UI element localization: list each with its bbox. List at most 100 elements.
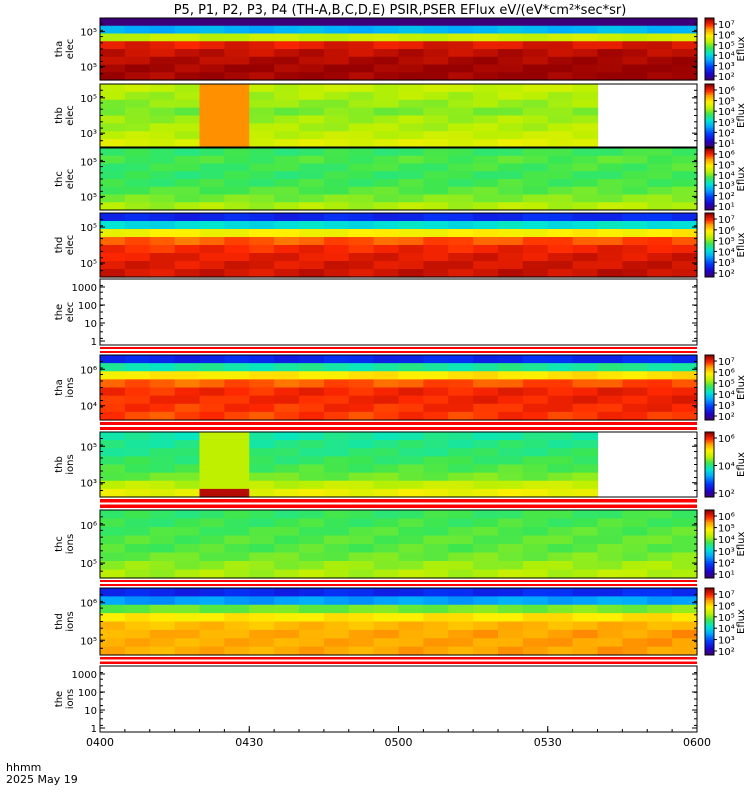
heat-cell-thb-ions-7-0 xyxy=(274,432,300,441)
heat-cell-tha-elec-21-6 xyxy=(622,64,648,73)
colorbar-step-thb-ions-32 xyxy=(705,484,714,487)
heat-cell-tha-elec-16-3 xyxy=(498,41,524,50)
colorbar-step-thd-elec-10 xyxy=(705,229,714,232)
heat-cell-thc-ions-21-6 xyxy=(622,561,648,571)
colorbar-frame-tha-elec xyxy=(704,17,715,81)
colorbar-step-thb-ions-36 xyxy=(705,490,714,493)
heat-cell-tha-ions-7-1 xyxy=(274,363,300,372)
heat-cell-tha-ions-19-0 xyxy=(572,355,599,364)
heat-cell-thc-ions-4-7 xyxy=(199,569,225,579)
heat-cell-thb-ions-16-0 xyxy=(498,432,524,441)
heat-cell-thc-elec-0-7 xyxy=(100,202,126,211)
heat-cell-tha-ions-14-3 xyxy=(448,379,474,389)
colorbar-step-thc-ions-32 xyxy=(705,564,714,567)
colorbar-step-thc-ions-24 xyxy=(705,550,714,553)
heat-cell-thc-elec-14-4 xyxy=(448,179,474,188)
heat-cell-tha-ions-22-1 xyxy=(647,363,673,372)
heat-cell-tha-ions-0-3 xyxy=(100,379,126,389)
heat-cell-thb-ions-16-5 xyxy=(498,472,524,482)
colorbar-label-thc-elec-5: 10¹ xyxy=(718,202,735,213)
heat-cell-tha-ions-17-7 xyxy=(522,411,549,421)
heat-cell-thd-elec-5-4 xyxy=(224,245,250,254)
heat-cell-thb-ions-10-1 xyxy=(348,440,375,449)
colorbar-step-thd-elec-22 xyxy=(705,248,714,251)
colorbar-step-thd-elec-8 xyxy=(705,225,714,228)
heat-cell-thb-ions-12-4 xyxy=(398,464,424,474)
colorbar-step-tha-elec-15 xyxy=(705,41,714,44)
heat-cell-thd-ions-10-4 xyxy=(348,621,375,631)
colorbar-step-thc-ions-16 xyxy=(705,537,714,540)
heat-cell-thc-elec-14-0 xyxy=(448,148,474,157)
heat-cell-thb-ions-1-7 xyxy=(124,488,151,498)
heat-cell-thc-ions-18-4 xyxy=(547,544,574,554)
ytick-label-tha-elec-1: 10⁵ xyxy=(80,62,97,73)
heat-cell-thd-elec-14-4 xyxy=(448,245,474,254)
colorbar-step-thc-elec-5 xyxy=(705,155,714,158)
ytick-label-tha-elec-0: 10⁵ xyxy=(80,28,97,39)
heat-cell-thd-ions-0-0 xyxy=(100,588,126,597)
heat-cell-thc-ions-18-6 xyxy=(547,561,574,571)
colorbar-step-thd-ions-21 xyxy=(705,623,714,626)
heat-cell-thd-elec-16-0 xyxy=(498,213,524,222)
heat-cell-thc-elec-18-2 xyxy=(547,163,574,172)
heat-cell-thc-elec-14-7 xyxy=(448,202,474,211)
colorbar-label-thb-elec-0: 10⁶ xyxy=(718,86,735,97)
heat-cell-thd-elec-19-2 xyxy=(572,229,599,238)
colorbar-step-thd-elec-38 xyxy=(705,273,714,276)
heat-cell-thc-ions-21-4 xyxy=(622,544,648,554)
heat-cell-thc-elec-15-3 xyxy=(473,171,499,180)
heat-cell-thd-elec-11-5 xyxy=(373,253,400,262)
heat-cell-tha-ions-12-4 xyxy=(398,387,424,397)
heat-cell-thc-ions-13-0 xyxy=(423,510,449,520)
heat-cell-tha-elec-14-2 xyxy=(448,33,474,42)
heat-cell-thd-ions-21-1 xyxy=(622,596,648,606)
heat-cell-thd-ions-1-2 xyxy=(124,604,151,614)
heat-cell-tha-ions-4-2 xyxy=(199,371,225,380)
heat-cell-thd-elec-23-5 xyxy=(672,253,698,262)
heat-cell-thd-ions-17-5 xyxy=(522,629,549,639)
heat-cell-thc-ions-13-5 xyxy=(423,552,449,562)
heat-cell-thd-elec-12-2 xyxy=(398,229,424,238)
colorbar-step-thd-ions-32 xyxy=(705,641,714,644)
heat-cell-thc-elec-1-7 xyxy=(124,202,151,211)
heat-cell-thb-elec-5-2 xyxy=(224,99,250,109)
heat-cell-thd-ions-13-0 xyxy=(423,588,449,597)
heat-cell-thd-elec-23-7 xyxy=(672,269,698,278)
heat-cell-thc-ions-12-6 xyxy=(398,561,424,571)
heat-cell-thd-ions-11-7 xyxy=(373,646,400,656)
colorbar-label-thd-ions-0: 10⁷ xyxy=(718,590,735,601)
heat-cell-thd-ions-22-6 xyxy=(647,638,673,648)
heat-cell-tha-elec-5-7 xyxy=(224,72,250,81)
heat-cell-thd-elec-10-5 xyxy=(348,253,375,262)
heat-cell-thd-ions-12-7 xyxy=(398,646,424,656)
heat-cell-thc-elec-3-0 xyxy=(174,148,201,157)
heat-cell-thb-elec-3-7 xyxy=(174,139,201,148)
heat-cell-thc-ions-1-6 xyxy=(124,561,151,571)
heat-cell-tha-ions-19-4 xyxy=(572,387,599,397)
heat-cell-tha-ions-2-7 xyxy=(149,411,176,421)
heat-cell-thc-ions-15-4 xyxy=(473,544,499,554)
colorbar-label-thd-ions-2: 10⁵ xyxy=(718,613,735,624)
heat-cell-thb-elec-15-5 xyxy=(473,123,499,132)
heat-cell-thc-ions-4-0 xyxy=(199,510,225,520)
heat-cell-thc-ions-23-6 xyxy=(672,561,698,571)
heat-cell-thc-elec-20-1 xyxy=(597,155,623,165)
heat-cell-thd-ions-4-3 xyxy=(199,613,225,623)
heat-cell-thc-elec-20-3 xyxy=(597,171,623,180)
heat-cell-thc-elec-7-7 xyxy=(274,202,300,211)
heat-cell-thb-ions-4-0 xyxy=(199,432,225,441)
ylabel-the-elec-1: elec xyxy=(65,302,76,323)
heat-cell-thd-elec-15-7 xyxy=(473,269,499,278)
heat-cell-thd-ions-14-6 xyxy=(448,638,474,648)
heat-cell-tha-elec-13-3 xyxy=(423,41,449,50)
colorbar-step-thb-elec-20 xyxy=(705,115,714,118)
heat-cell-tha-elec-0-2 xyxy=(100,33,126,42)
heat-cell-tha-ions-7-7 xyxy=(274,411,300,421)
colorbar-step-thb-elec-27 xyxy=(705,126,714,129)
heat-cell-thc-ions-0-2 xyxy=(100,527,126,537)
heat-cell-thd-elec-9-3 xyxy=(323,237,350,246)
heat-cell-tha-elec-16-2 xyxy=(498,33,524,42)
heat-cell-thb-ions-4-4 xyxy=(199,464,225,474)
heat-cell-thc-ions-21-2 xyxy=(622,527,648,537)
heat-cell-tha-ions-0-2 xyxy=(100,371,126,380)
